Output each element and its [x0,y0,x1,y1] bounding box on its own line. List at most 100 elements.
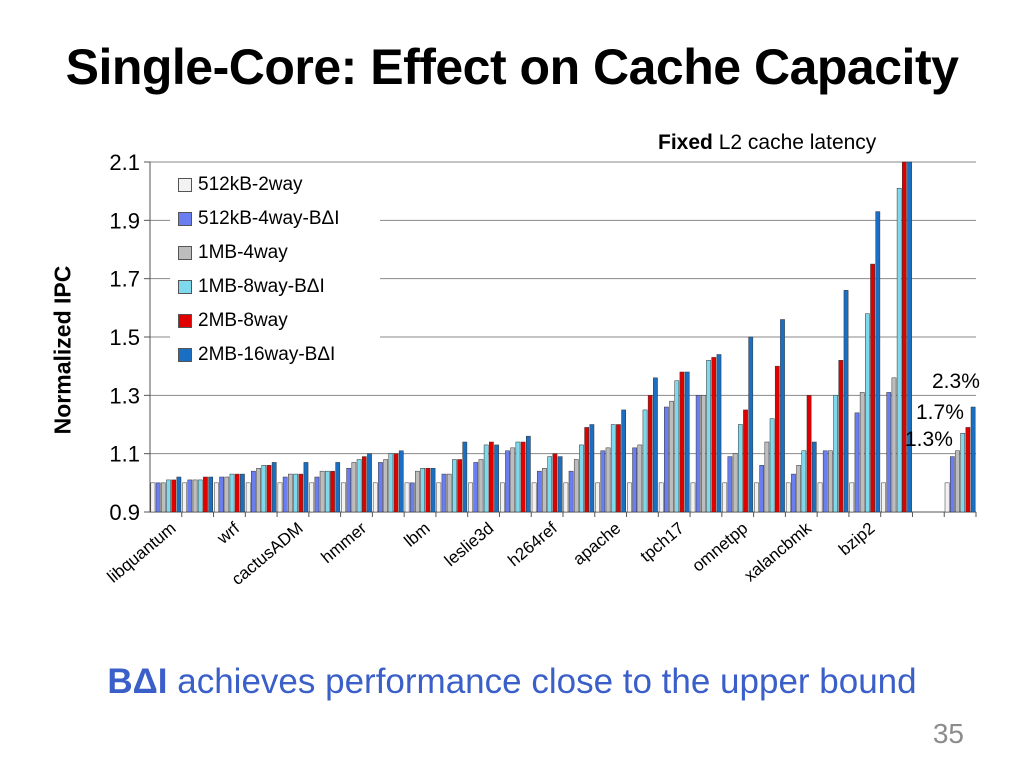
bar [176,476,182,513]
x-tick-label: libquantum [104,519,180,587]
bar [383,459,389,513]
chart-legend: 512kB-2way 512kB-4way-BΔI 1MB-4way 1MB-8way… [170,168,380,365]
legend-swatch [178,212,192,226]
bar [616,424,621,513]
bar [674,380,680,513]
bar [886,392,892,513]
bar [960,433,966,513]
bar [266,465,272,513]
legend-item: 512kB-4way-BΔI [170,202,380,236]
legend-swatch [178,246,192,260]
bar [404,482,410,513]
bar [261,465,267,513]
bar [769,418,775,513]
y-tick-label: 1.5 [109,325,140,350]
bar [171,479,177,513]
bar [754,482,759,513]
legend-item: 512kB-2way [170,168,380,202]
bar [219,476,224,513]
legend-item: 2MB-16way-BΔI [170,338,380,372]
bar [409,482,415,513]
y-tick-label: 2.1 [109,150,140,175]
y-tick-label: 1.7 [109,267,140,292]
bar [875,211,881,513]
legend-label: 512kB-4way-BΔI [198,208,340,229]
legend-swatch [178,348,192,362]
bar [627,482,632,513]
bar [536,470,542,513]
bar [203,476,208,513]
bar [907,161,912,513]
bar [346,468,352,513]
bar [420,468,425,513]
bar [155,482,161,513]
bar [473,462,479,513]
bar [197,479,203,513]
bar [398,450,404,513]
conclusion-text: BΔI achieves performance close to the up… [0,662,1024,702]
legend-swatch [178,314,192,328]
legend-label: 1MB-4way [198,242,288,263]
bar [711,357,717,513]
bar [208,476,214,513]
bar [393,453,399,513]
x-tick-label: omnetpp [689,519,752,576]
bar [150,482,156,513]
bar [579,444,584,513]
bar [684,371,690,513]
x-tick-label: bzip2 [835,519,878,560]
bar [727,456,733,513]
bar [632,447,637,513]
bar [330,470,335,513]
bar [214,482,219,513]
bar [791,473,796,513]
bar [446,473,452,513]
bar [584,427,590,513]
bar [430,468,436,513]
bar [288,473,293,513]
bar [552,453,558,513]
x-tick-label: apache [569,519,624,569]
bar [341,482,346,513]
bar [669,400,674,513]
bar [955,450,960,513]
bar [293,473,298,513]
bar [563,482,569,513]
bar [785,482,791,513]
bar [557,456,563,513]
bar [319,470,325,513]
bar [324,470,330,513]
bar [573,459,579,513]
legend-swatch [178,178,192,192]
x-tick-label: leslie3d [441,519,497,571]
bar [610,424,616,513]
bar [525,435,531,513]
bar [902,161,907,513]
bar [838,360,844,513]
bar [965,427,971,513]
legend-label: 2MB-8way [198,310,288,331]
bar [843,290,849,513]
bar [510,447,516,513]
bar [811,441,817,513]
latency-note-bold: Fixed [658,131,713,154]
bar [679,371,685,513]
bar [160,482,166,513]
bar [234,473,240,513]
bar [690,482,696,513]
y-tick-label: 1.3 [109,383,140,408]
bar [229,473,235,513]
legend-label: 2MB-16way-BΔI [198,344,336,365]
bar [314,476,320,513]
bar [251,470,256,513]
bar [833,395,838,513]
bar [547,456,553,513]
slide-number: 35 [932,718,964,749]
bar [647,395,653,513]
bar [743,409,748,513]
bar [335,462,341,513]
x-tick-label: xalancbmk [740,518,815,585]
bar [637,444,643,513]
bar [595,482,601,513]
